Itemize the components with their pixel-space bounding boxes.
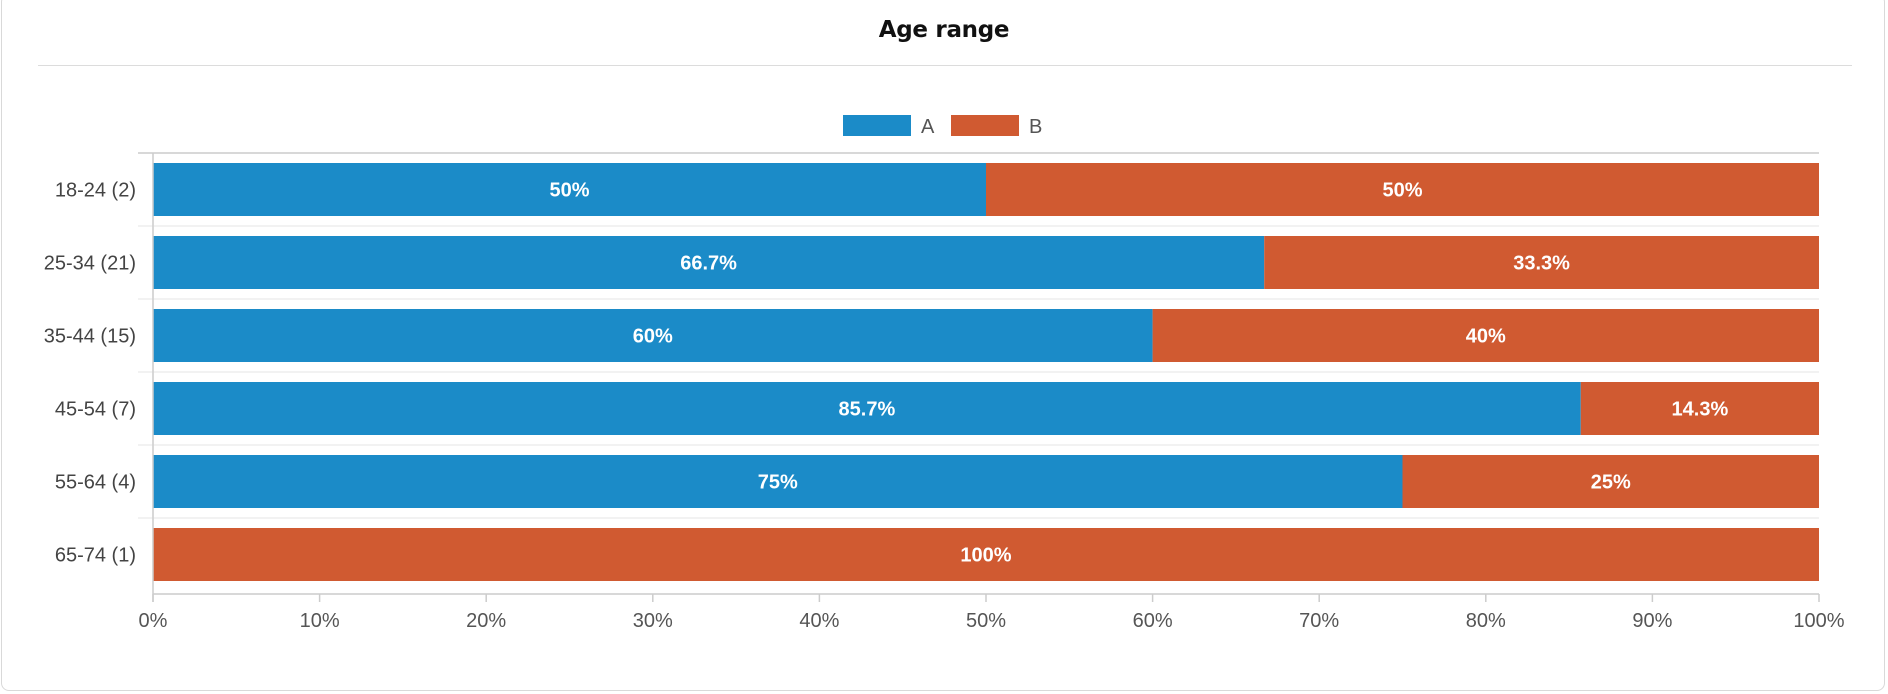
title-divider — [38, 65, 1852, 66]
bar-a — [153, 455, 1403, 508]
bar-segment-a-3[interactable]: 60% — [153, 309, 1153, 362]
y-category-label: 35-44 (15) — [44, 326, 136, 348]
data-label: 100% — [960, 545, 1011, 567]
y-category-label: 45-54 (7) — [55, 399, 136, 421]
x-tick-label: 90% — [1632, 610, 1672, 632]
x-tick-label: 100% — [1793, 610, 1844, 632]
bar-segment-a-4[interactable]: 85.7% — [153, 382, 1581, 435]
category-separators — [138, 225, 1819, 519]
data-label: 50% — [549, 180, 589, 202]
bar-segment-b-2[interactable]: 33.3% — [1264, 236, 1819, 289]
bar-b — [986, 163, 1819, 216]
x-tick-label: 80% — [1466, 610, 1506, 632]
data-label: 85.7% — [839, 399, 896, 421]
x-tick-label: 0% — [139, 610, 168, 632]
bar-b — [1152, 309, 1819, 362]
bar-segment-b-6[interactable]: 100% — [153, 528, 1819, 581]
y-category-label: 65-74 (1) — [55, 545, 136, 567]
y-category-label: 18-24 (2) — [55, 180, 136, 202]
y-category-label: 55-64 (4) — [55, 472, 136, 494]
bar-a — [153, 309, 1153, 362]
data-label: 40% — [1466, 326, 1506, 348]
y-axis-labels: 18-24 (2) 25-34 (21) 35-44 (15) 45-54 (7) 55… — [44, 180, 136, 567]
chart-title: Age range — [878, 17, 1010, 43]
data-label: 33.3% — [1513, 253, 1570, 275]
x-tick-label: 70% — [1299, 610, 1339, 632]
x-tick-label: 20% — [466, 610, 506, 632]
x-tick-label: 60% — [1133, 610, 1173, 632]
bar-segment-b-1[interactable]: 50% — [986, 163, 1819, 216]
bar-segment-b-5[interactable]: 25% — [1402, 455, 1820, 508]
data-label: 60% — [633, 326, 673, 348]
bar-segment-a-5[interactable]: 75% — [153, 455, 1403, 508]
legend-item-b[interactable]: B — [951, 115, 1042, 138]
bar-b — [153, 528, 1819, 581]
bar-b — [1264, 236, 1819, 289]
legend-label-a: A — [921, 116, 935, 138]
bar-a — [153, 163, 986, 216]
legend-swatch-b — [951, 115, 1019, 136]
x-tick-label: 10% — [300, 610, 340, 632]
bar-b — [1580, 382, 1819, 435]
x-axis-ticks: 0% 10% 20% 30% 40% 50% 60% 70% 80% 90% 100% — [139, 594, 1845, 632]
data-label: 75% — [758, 472, 798, 494]
data-label: 25% — [1591, 472, 1631, 494]
bar-a — [153, 382, 1581, 435]
legend-item-a[interactable]: A — [843, 115, 935, 138]
data-label: 66.7% — [680, 253, 737, 275]
bar-segment-b-4[interactable]: 14.3% — [1580, 382, 1819, 435]
x-tick-label: 50% — [966, 610, 1006, 632]
data-label: 50% — [1382, 180, 1422, 202]
bars: 50% 50% 66.7% 33.3% 60% 40% 85.7% 14.3% 75% 25% 10… — [153, 163, 1819, 581]
legend-label-b: B — [1029, 116, 1042, 138]
bar-b — [1402, 455, 1819, 508]
bar-a — [153, 236, 1265, 289]
bar-segment-a-2[interactable]: 66.7% — [153, 236, 1265, 289]
x-tick-label: 40% — [799, 610, 839, 632]
bar-segment-a-1[interactable]: 50% — [153, 163, 986, 216]
y-category-label: 25-34 (21) — [44, 253, 136, 275]
x-tick-label: 30% — [633, 610, 673, 632]
bar-segment-b-3[interactable]: 40% — [1152, 309, 1819, 362]
legend-swatch-a — [843, 115, 911, 136]
data-label: 14.3% — [1672, 399, 1729, 421]
